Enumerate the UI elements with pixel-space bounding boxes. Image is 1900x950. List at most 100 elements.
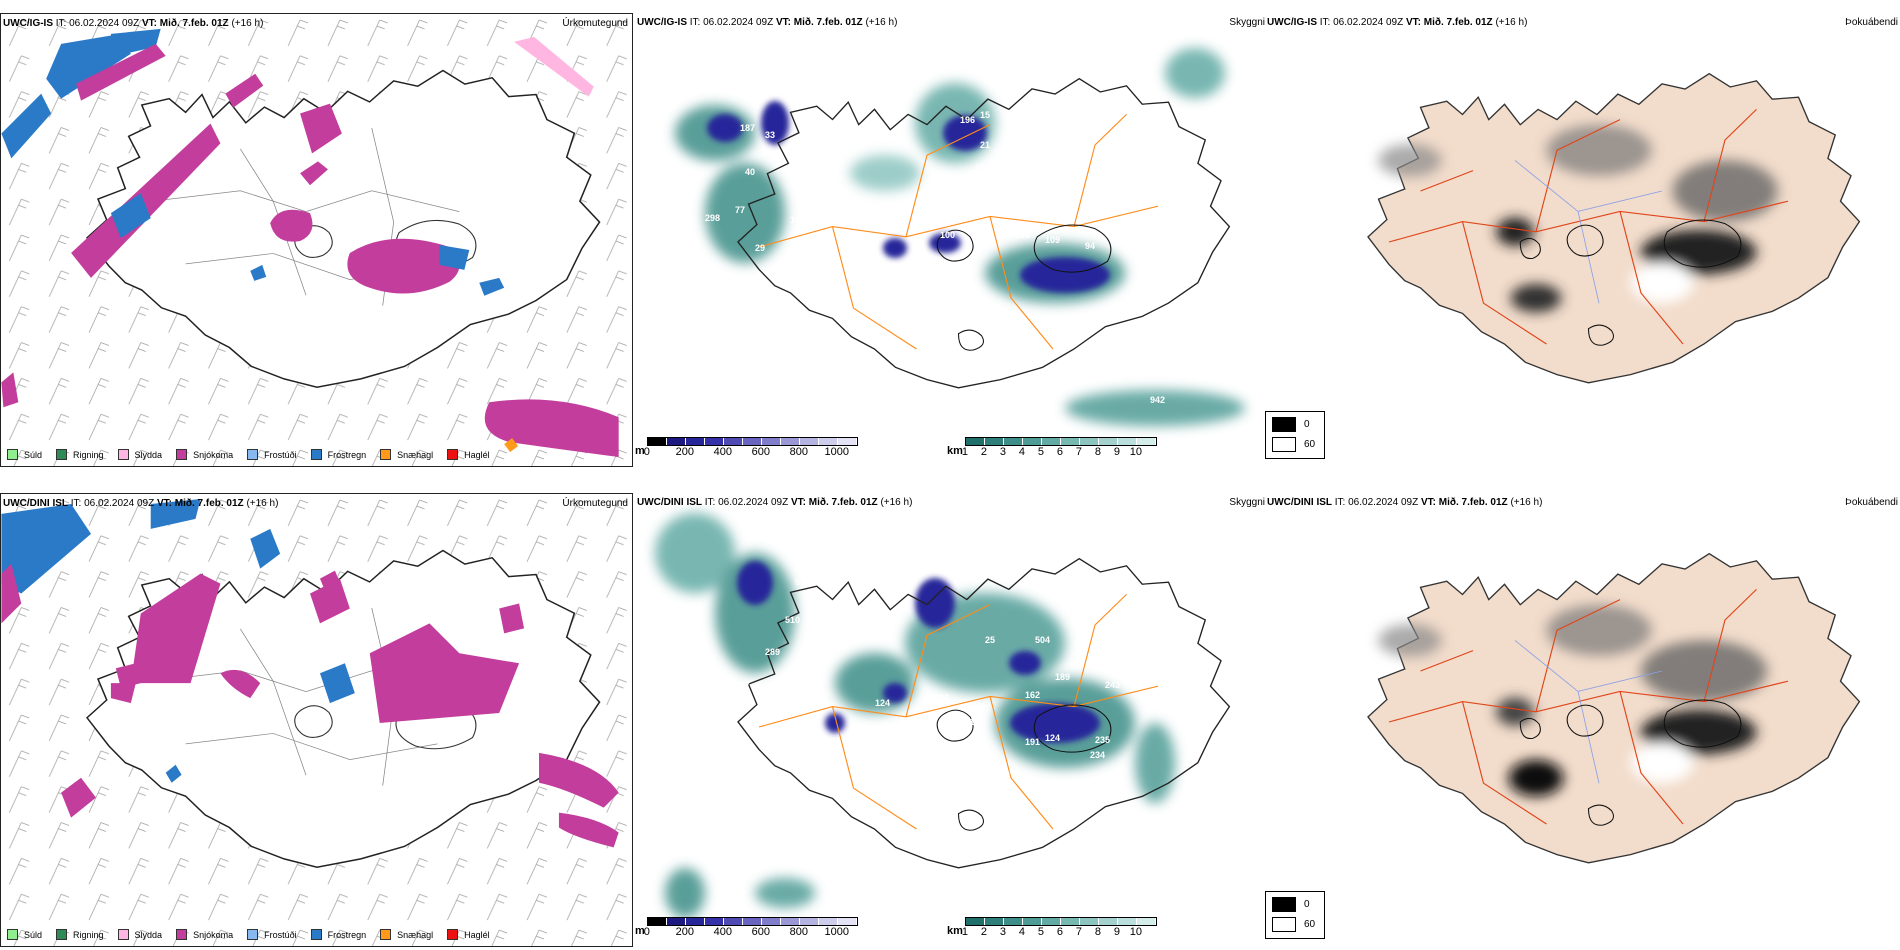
colorbar-block bbox=[647, 438, 667, 445]
panel-header: UWC/IG-IS IT: 06.02.2024 09Z VT: Mið. 7.… bbox=[1267, 17, 1528, 28]
fog-index-panel-top: UWC/IG-IS IT: 06.02.2024 09Z VT: Mið. 7.… bbox=[1265, 13, 1900, 468]
legend-swatch bbox=[380, 929, 392, 940]
colorbar-tick: 6 bbox=[1056, 926, 1063, 938]
visibility-colorbar-km: km 1 2 3 4 5 6 7 8 9 10 bbox=[947, 437, 1267, 458]
legend-item: Snjókoma bbox=[176, 449, 233, 460]
visibility-label: 187 bbox=[740, 123, 755, 133]
visibility-label: 21 bbox=[980, 140, 990, 150]
colorbar-tick: 0 bbox=[643, 446, 650, 458]
colorbar-tick: 5 bbox=[1037, 926, 1044, 938]
panel-header: UWC/DINI ISL IT: 06.02.2024 09Z VT: Mið.… bbox=[3, 498, 279, 509]
visibility-label: 16 bbox=[985, 785, 995, 795]
visibility-label: 77 bbox=[735, 205, 745, 215]
legend-item: Haglél bbox=[447, 929, 490, 940]
legend-item: Snjókoma bbox=[176, 929, 233, 940]
fog-index-map bbox=[1367, 553, 1861, 864]
panel-title: Skyggni bbox=[1229, 497, 1265, 508]
legend-item: Slydda bbox=[117, 449, 163, 460]
visibility-label: 94 bbox=[1085, 241, 1095, 251]
colorbar-tick: 8 bbox=[1094, 446, 1101, 458]
visibility-label: 122 bbox=[955, 212, 970, 222]
legend-swatch bbox=[247, 929, 259, 940]
legend-swatch bbox=[310, 929, 322, 940]
visibility-label: 106 bbox=[1045, 170, 1060, 180]
visibility-label: 289 bbox=[765, 647, 780, 657]
colorbar-tick: 1 bbox=[961, 446, 968, 458]
visibility-colorbar-km: km 1 2 3 4 5 6 7 8 9 10 bbox=[947, 917, 1267, 938]
colorbar-tick: 600 bbox=[751, 446, 770, 458]
visibility-colorbar-m: m 0 200 400 600 800 1000 bbox=[635, 917, 935, 938]
visibility-label: 234 bbox=[1090, 750, 1105, 760]
legend-item: Rigning bbox=[56, 449, 104, 460]
visibility-label: 109 bbox=[1045, 235, 1060, 245]
panel-header: UWC/DINI ISL IT: 06.02.2024 09Z VT: Mið.… bbox=[637, 497, 913, 508]
visibility-label: 298 bbox=[705, 213, 720, 223]
fog-legend: 0 60 bbox=[1265, 891, 1325, 939]
colorbar-km-blocks bbox=[964, 917, 1157, 926]
visibility-label: 191 bbox=[1025, 737, 1040, 747]
colorbar-km-blocks bbox=[964, 437, 1157, 446]
legend-label: Haglél bbox=[464, 929, 490, 940]
panel-title: Úrkomutegund bbox=[562, 18, 628, 29]
precip-legend: Súld Rigning Slydda Snjókoma Frostúði Frostre… bbox=[7, 929, 490, 940]
colorbar-block bbox=[1117, 918, 1137, 925]
visibility-label: 107 bbox=[735, 680, 750, 690]
colorbar-block bbox=[666, 918, 686, 925]
colorbar-tick: 4 bbox=[1018, 926, 1025, 938]
visibility-panel-top: 298 77 187 33 40 119 106 29 79 91 122 100 146 109 94 85… bbox=[635, 13, 1265, 468]
colorbar-block bbox=[1136, 918, 1156, 925]
colorbar-block bbox=[984, 918, 1004, 925]
colorbar-block bbox=[1060, 918, 1080, 925]
visibility-label: 510 bbox=[785, 615, 800, 625]
colorbar-block bbox=[1041, 918, 1061, 925]
visibility-label: 25 bbox=[985, 635, 995, 645]
legend-label: Frostregn bbox=[327, 449, 367, 460]
visibility-label: 381 bbox=[1145, 615, 1160, 625]
colorbar-block bbox=[1003, 918, 1023, 925]
legend-label: Súld bbox=[24, 929, 43, 940]
legend-swatch bbox=[56, 449, 68, 460]
legend-item: Frostregn bbox=[310, 929, 366, 940]
colorbar-tick: 800 bbox=[789, 446, 808, 458]
legend-swatch bbox=[1272, 437, 1296, 452]
visibility-label: 237 bbox=[1125, 630, 1140, 640]
precip-type-map bbox=[1, 494, 632, 946]
colorbar-unit: km bbox=[947, 445, 963, 457]
colorbar-tick: 1000 bbox=[824, 926, 850, 938]
visibility-label: 186 bbox=[745, 758, 760, 768]
legend-item: Frostregn bbox=[310, 449, 367, 460]
colorbar-block bbox=[799, 438, 819, 445]
legend-swatch bbox=[117, 449, 129, 460]
colorbar-tick: 2 bbox=[980, 446, 987, 458]
fog-index-map bbox=[1367, 73, 1861, 384]
legend-label: Snjókoma bbox=[193, 929, 234, 940]
colorbar-block bbox=[799, 918, 819, 925]
legend-swatch bbox=[380, 449, 392, 460]
colorbar-tick: 10 bbox=[1129, 446, 1143, 458]
colorbar-block bbox=[742, 918, 762, 925]
colorbar-tick: 400 bbox=[713, 446, 732, 458]
precip-areas bbox=[1, 28, 619, 458]
colorbar-block bbox=[1117, 438, 1137, 445]
visibility-label: 76 bbox=[815, 315, 825, 325]
visibility-map: 975 510 289 107 186 74 124 116 112 162 189 191 124 24… bbox=[655, 513, 1231, 918]
colorbar-tick: 5 bbox=[1037, 446, 1044, 458]
visibility-label: 16 bbox=[975, 163, 985, 173]
legend-item: Súld bbox=[7, 449, 42, 460]
colorbar-tick: 2 bbox=[980, 926, 987, 938]
colorbar-unit: km bbox=[947, 925, 963, 937]
legend-swatch bbox=[7, 449, 18, 460]
panel-header: UWC/IG-IS IT: 06.02.2024 09Z VT: Mið. 7.… bbox=[637, 17, 898, 28]
precip-type-panel-bottom: UWC/DINI ISL IT: 06.02.2024 09Z VT: Mið.… bbox=[0, 493, 633, 947]
visibility-label: 33 bbox=[765, 130, 775, 140]
legend-item: Haglél bbox=[447, 449, 490, 460]
colorbar-block bbox=[666, 438, 686, 445]
colorbar-block bbox=[723, 918, 743, 925]
visibility-label: 85 bbox=[1125, 235, 1135, 245]
legend-swatch bbox=[310, 449, 322, 460]
colorbar-tick: 7 bbox=[1075, 926, 1082, 938]
colorbar-block bbox=[965, 438, 985, 445]
colorbar-block bbox=[1098, 918, 1118, 925]
legend-item: Slydda bbox=[117, 929, 162, 940]
legend-label: Slydda bbox=[134, 449, 163, 460]
